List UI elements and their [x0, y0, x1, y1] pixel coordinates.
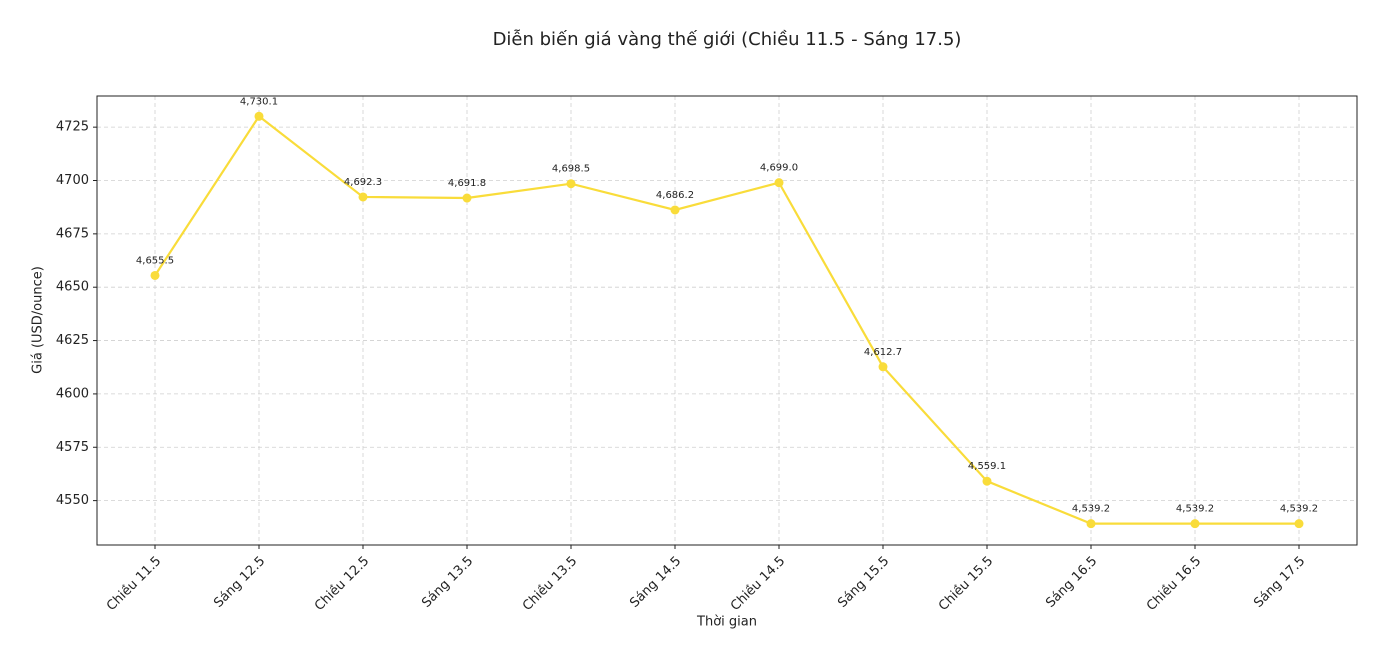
line	[154, 114, 1299, 525]
point	[150, 270, 160, 280]
value-label: 4,730.1	[240, 96, 278, 107]
point	[358, 192, 368, 202]
value-label: 4,539.2	[1072, 504, 1110, 515]
x-tick-label: Chiều 15.5	[936, 554, 996, 614]
point	[254, 111, 264, 121]
y-tick-label: 4625	[56, 333, 89, 348]
value-label: 4,539.2	[1280, 504, 1318, 515]
value-label: 4,686.2	[656, 190, 694, 201]
x-tick-label: Sáng 16.5	[1043, 554, 1100, 611]
chart-title: Diễn biến giá vàng thế giới (Chiều 11.5 …	[493, 29, 962, 50]
point	[1086, 519, 1096, 529]
y-tick-label: 4700	[56, 173, 89, 188]
y-tick-label: 4725	[56, 120, 89, 135]
y-tick-label: 4675	[56, 226, 89, 241]
x-tick-label: Chiều 11.5	[104, 554, 164, 614]
point	[774, 178, 784, 188]
y-axis-label: Giá (USD/ounce)	[31, 266, 46, 374]
y-tick-label: 4575	[56, 440, 89, 455]
y-tick-label: 4550	[56, 493, 89, 508]
value-label: 4,655.5	[136, 255, 174, 266]
x-tick-label: Chiều 12.5	[312, 554, 372, 614]
value-label: 4,692.3	[344, 177, 382, 188]
x-tick-label: Sáng 12.5	[211, 554, 268, 611]
value-label: 4,612.7	[864, 347, 902, 358]
point	[462, 193, 472, 203]
point	[670, 205, 680, 215]
value-label: 4,691.8	[448, 178, 486, 189]
x-tick-label: Chiều 16.5	[1144, 554, 1204, 614]
value-label: 4,539.2	[1176, 504, 1214, 515]
point	[878, 362, 888, 372]
x-tick-label: Sáng 15.5	[835, 554, 892, 611]
point	[1294, 519, 1304, 529]
x-tick-label: Chiều 14.5	[728, 554, 788, 614]
value-label: 4,699.0	[760, 163, 798, 174]
point	[1190, 519, 1200, 529]
x-axis-label: Thời gian	[696, 615, 757, 630]
point	[566, 179, 576, 189]
y-tick-label: 4650	[56, 280, 89, 295]
value-label: 4,698.5	[552, 164, 590, 175]
point	[982, 476, 992, 486]
x-tick-label: Chiều 13.5	[520, 554, 580, 614]
x-tick-label: Sáng 17.5	[1251, 554, 1308, 611]
x-tick-label: Sáng 13.5	[419, 554, 476, 611]
plot-frame	[96, 95, 1358, 546]
y-tick-label: 4600	[56, 386, 89, 401]
x-tick-label: Sáng 14.5	[627, 554, 684, 611]
value-label: 4,559.1	[968, 461, 1006, 472]
